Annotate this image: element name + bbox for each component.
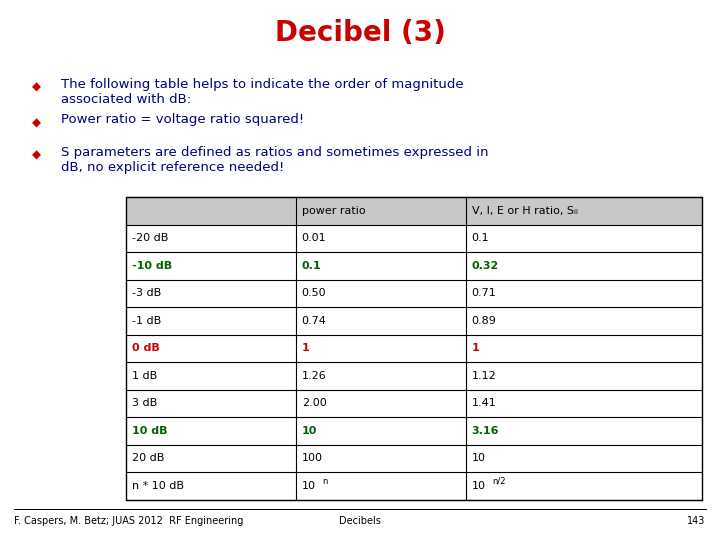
Text: n * 10 dB: n * 10 dB xyxy=(132,481,184,491)
Text: 1: 1 xyxy=(302,343,310,353)
Text: 0.71: 0.71 xyxy=(472,288,496,298)
Bar xyxy=(126,472,702,500)
Text: 1.12: 1.12 xyxy=(472,371,496,381)
Text: -1 dB: -1 dB xyxy=(132,316,161,326)
Text: ◆: ◆ xyxy=(32,116,40,129)
Bar xyxy=(126,280,702,307)
Bar xyxy=(126,197,702,500)
Text: 0.01: 0.01 xyxy=(302,233,326,244)
Text: 3.16: 3.16 xyxy=(472,426,499,436)
Text: 0.74: 0.74 xyxy=(302,316,327,326)
Text: 10: 10 xyxy=(302,426,317,436)
Text: 0.50: 0.50 xyxy=(302,288,326,298)
Text: 143: 143 xyxy=(687,516,706,526)
Text: -3 dB: -3 dB xyxy=(132,288,161,298)
Bar xyxy=(126,335,702,362)
Text: 1.41: 1.41 xyxy=(472,399,496,408)
Text: Power ratio = voltage ratio squared!: Power ratio = voltage ratio squared! xyxy=(61,113,305,126)
Text: 0.32: 0.32 xyxy=(472,261,499,271)
Text: 20 dB: 20 dB xyxy=(132,453,164,463)
Text: F. Caspers, M. Betz; JUAS 2012  RF Engineering: F. Caspers, M. Betz; JUAS 2012 RF Engine… xyxy=(14,516,244,526)
Text: 10: 10 xyxy=(472,481,485,491)
Text: 10: 10 xyxy=(472,453,485,463)
Text: Decibels: Decibels xyxy=(339,516,381,526)
Text: 100: 100 xyxy=(302,453,323,463)
Bar xyxy=(126,444,702,472)
Bar xyxy=(126,417,702,444)
Text: ◆: ◆ xyxy=(32,148,40,161)
Text: 1 dB: 1 dB xyxy=(132,371,157,381)
Text: ◆: ◆ xyxy=(32,81,40,94)
Text: 0.89: 0.89 xyxy=(472,316,497,326)
Bar xyxy=(126,307,702,335)
Text: 1: 1 xyxy=(472,343,480,353)
Text: 0.1: 0.1 xyxy=(472,233,489,244)
Text: n/2: n/2 xyxy=(492,477,505,486)
Bar xyxy=(126,197,702,225)
Bar xyxy=(126,252,702,280)
Bar xyxy=(126,362,702,389)
Text: 2.00: 2.00 xyxy=(302,399,326,408)
Text: 1.26: 1.26 xyxy=(302,371,326,381)
Text: 3 dB: 3 dB xyxy=(132,399,157,408)
Text: power ratio: power ratio xyxy=(302,206,365,216)
Text: The following table helps to indicate the order of magnitude
associated with dB:: The following table helps to indicate th… xyxy=(61,78,464,106)
Text: S parameters are defined as ratios and sometimes expressed in
dB, no explicit re: S parameters are defined as ratios and s… xyxy=(61,146,489,174)
Text: 10: 10 xyxy=(302,481,315,491)
Text: n: n xyxy=(322,477,327,486)
Text: 0.1: 0.1 xyxy=(302,261,321,271)
Text: Decibel (3): Decibel (3) xyxy=(274,19,446,47)
Bar xyxy=(126,225,702,252)
Bar xyxy=(126,389,702,417)
Text: V, I, E or H ratio, Sᵢᵢ: V, I, E or H ratio, Sᵢᵢ xyxy=(472,206,577,216)
Text: 10 dB: 10 dB xyxy=(132,426,167,436)
Text: -20 dB: -20 dB xyxy=(132,233,168,244)
Text: -10 dB: -10 dB xyxy=(132,261,172,271)
Text: 0 dB: 0 dB xyxy=(132,343,160,353)
